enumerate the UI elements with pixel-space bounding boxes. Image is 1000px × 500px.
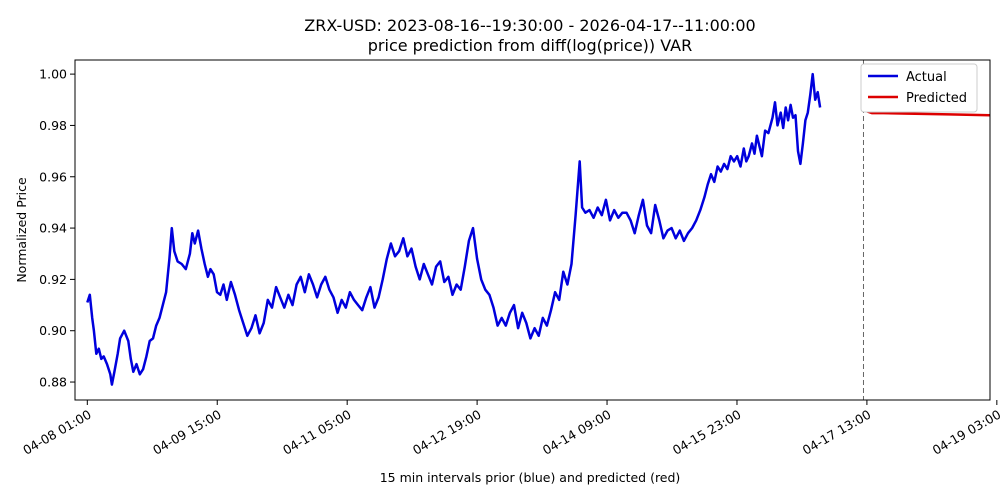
legend-label-actual: Actual <box>906 70 947 85</box>
x-tick-label: 04-14 09:00 <box>540 407 614 458</box>
y-axis-label: Normalized Price <box>14 177 29 283</box>
x-axis: 04-08 01:00 04-09 15:00 04-11 05:00 04-12 1… <box>20 400 1000 458</box>
x-tick-label: 04-11 05:00 <box>280 407 354 458</box>
chart-subtitle: price prediction from diff(log(price)) V… <box>368 36 692 55</box>
plot-area <box>74 59 991 401</box>
x-tick-label: 04-19 03:00 <box>930 407 1000 458</box>
x-axis-label: 15 min intervals prior (blue) and predic… <box>380 470 681 485</box>
chart-title: ZRX-USD: 2023-08-16--19:30:00 - 2026-04-… <box>304 16 755 35</box>
legend: Actual Predicted <box>860 63 978 113</box>
y-tick-label: 0.92 <box>39 272 67 287</box>
y-tick-label: 0.90 <box>39 323 67 338</box>
series-line-actual <box>86 72 822 386</box>
y-axis: 0.88 0.90 0.92 0.94 0.96 0.98 1.00 <box>39 67 75 390</box>
x-tick-label: 04-08 01:00 <box>20 407 94 458</box>
y-tick-label: 0.94 <box>39 221 67 236</box>
x-tick-label: 04-15 23:00 <box>670 407 744 458</box>
x-tick-label: 04-12 19:00 <box>410 407 484 458</box>
y-tick-label: 1.00 <box>39 67 67 82</box>
legend-label-predicted: Predicted <box>906 91 967 106</box>
plot-frame <box>74 59 991 401</box>
x-tick-label: 04-17 13:00 <box>800 407 874 458</box>
y-tick-label: 0.96 <box>39 169 67 184</box>
y-tick-label: 0.88 <box>39 375 67 390</box>
y-tick-label: 0.98 <box>39 118 67 133</box>
x-tick-label: 04-09 15:00 <box>150 407 224 458</box>
